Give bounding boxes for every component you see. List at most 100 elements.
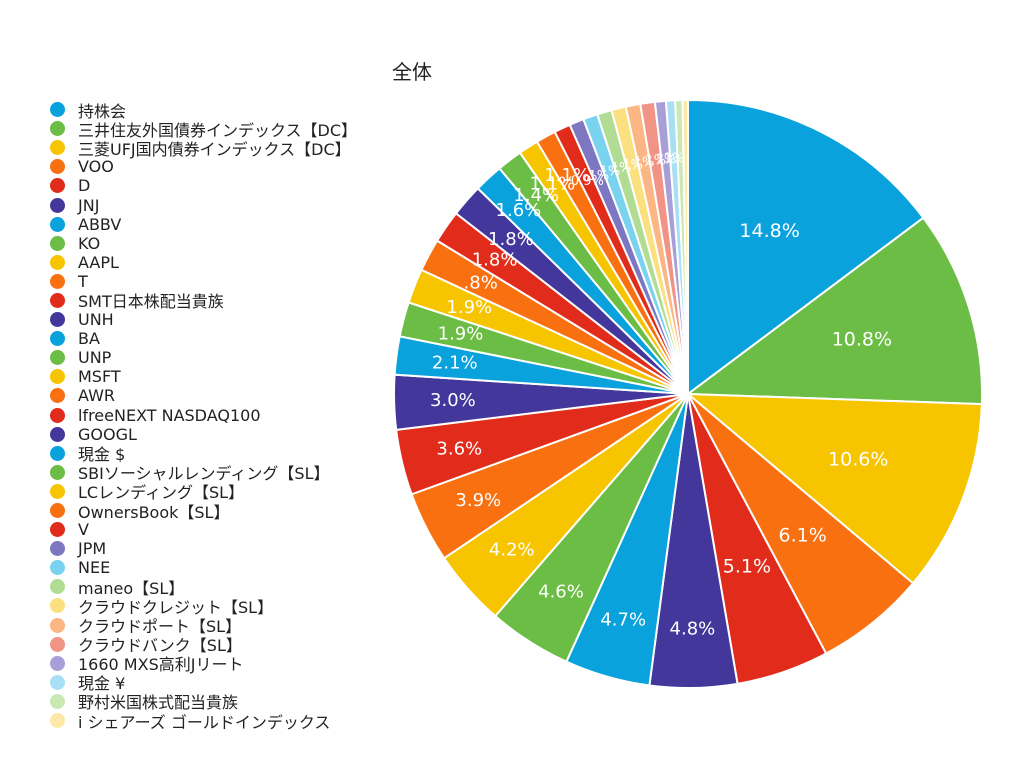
pie-slices [393,98,983,689]
pie-slice [687,98,925,396]
slice-data-label: 1% [611,161,632,176]
legend-swatch [50,159,65,175]
slice-data-label: 1.8% [472,250,518,271]
legend-label: 現金 ¥ [78,674,126,694]
legend-swatch [50,331,65,347]
slice-data-label: 1% [622,158,643,173]
legend-label: 三菱UFJ国内債券インデックス【DC】 [78,139,351,159]
legend-item: NEE [50,558,395,577]
slice-data-label: 6.1% [779,525,827,547]
slice-data-label: 1% [664,152,685,167]
legend-label: 野村米国株式配当貴族 [78,693,239,713]
legend-swatch [50,292,65,308]
legend-label: NEE [78,558,111,578]
legend-item: AAPL [50,253,395,272]
legend-label: AAPL [78,252,119,272]
legend-swatch [50,235,65,251]
chart-title: 全体 [392,60,432,84]
legend-label: クラウドポート【SL】 [78,617,242,637]
slice-data-label: .8% [464,272,498,293]
legend-label: JPM [78,539,107,559]
legend-swatch [50,216,65,232]
legend-item: SBIソーシャルレンディング【SL】 [50,463,395,484]
slice-data-label: 1.4% [513,185,559,206]
legend-item: MSFT [50,367,395,386]
legend-label: KO [78,233,101,253]
slice-data-label: 1% [588,169,609,184]
legend-swatch [50,483,65,499]
legend-item: BA [50,329,395,348]
legend-swatch [50,254,65,270]
legend-swatch [50,312,65,328]
slice-data-label: 1.1% [544,165,590,186]
slice-data-label: 4.8% [670,619,716,640]
legend-label: T [78,271,88,291]
slice-data-label: 5.1% [723,556,771,578]
legend-label: ABBV [78,214,122,234]
slice-data-label: 4.2% [489,539,535,560]
legend-swatch [50,693,65,709]
legend-label: 持株会 [78,101,127,121]
legend-label: UNH [78,310,114,330]
legend-swatch [50,388,65,404]
legend-swatch [50,350,65,366]
slice-data-label: 14.8% [739,220,799,242]
legend-item: 現金 $ [50,444,395,464]
legend-label: D [78,176,91,196]
legend-swatch [50,598,65,614]
legend-swatch [50,674,65,690]
legend-label: 1660 MXS高利Jリート [78,655,244,675]
legend-swatch [50,197,65,213]
slice-data-label: 10.8% [832,328,892,350]
pie-slice [685,216,983,406]
legend-item: D [50,176,395,195]
slice-data-label: 3.9% [455,490,501,511]
legend-item: UNP [50,348,395,367]
legend-item: lfreeNEXT NASDAQ100 [50,406,395,425]
slice-data-label: 3.0% [430,390,476,411]
slice-data-label: 4.7% [600,610,646,631]
legend-label: LCレンディング【SL】 [78,483,245,503]
legend-item: VOO [50,157,395,176]
legend-label: V [78,520,89,540]
slice-data-label: 1.6% [496,200,542,221]
legend-item: ABBV [50,215,395,234]
legend-item: SMT日本株配当貴族 [50,291,395,311]
slice-data-label: 2.1% [432,353,478,374]
legend-label: SBIソーシャルレンディング【SL】 [78,464,330,484]
legend-swatch [50,655,65,671]
legend-item: maneo【SL】 [50,577,395,598]
legend-item: i シェアーズ ゴールドインデックス [50,711,395,732]
legend-item: UNH [50,310,395,329]
legend-swatch [50,121,65,137]
legend-item: 現金 ¥ [50,673,395,694]
legend-swatch [50,140,65,156]
legend-item: 三井住友外国債券インデックス【DC】 [50,119,395,140]
legend-swatch [50,273,65,289]
legend-item: 野村米国株式配当貴族 [50,692,395,713]
pie-slice [681,98,689,395]
slice-data-label: 1.9% [446,297,492,318]
legend-swatch [50,522,65,538]
legend-item: OwnersBook【SL】 [50,501,395,522]
legend-swatch [50,579,65,595]
legend-item: 持株会 [50,100,395,121]
legend-swatch [50,713,65,729]
legend-item: GOOGL [50,425,395,444]
legend-label: クラウドバンク【SL】 [78,636,242,656]
legend-item: V [50,520,395,539]
legend-swatch [50,636,65,652]
legend-label: VOO [78,157,114,177]
legend-label: UNP [78,348,112,368]
legend-swatch [50,503,65,519]
legend-item: クラウドバンク【SL】 [50,635,395,656]
legend-swatch [50,617,65,633]
legend-item: JNJ [50,195,395,215]
legend-item: KO [50,234,395,253]
slice-data-label: 0.9% [571,174,604,189]
legend-item: 三菱UFJ国内債券インデックス【DC】 [50,138,395,159]
slice-data-label: 1% [645,154,666,169]
legend-item: T [50,272,395,291]
slice-data-label: 1% [656,152,677,167]
legend-item: クラウドポート【SL】 [50,616,395,637]
